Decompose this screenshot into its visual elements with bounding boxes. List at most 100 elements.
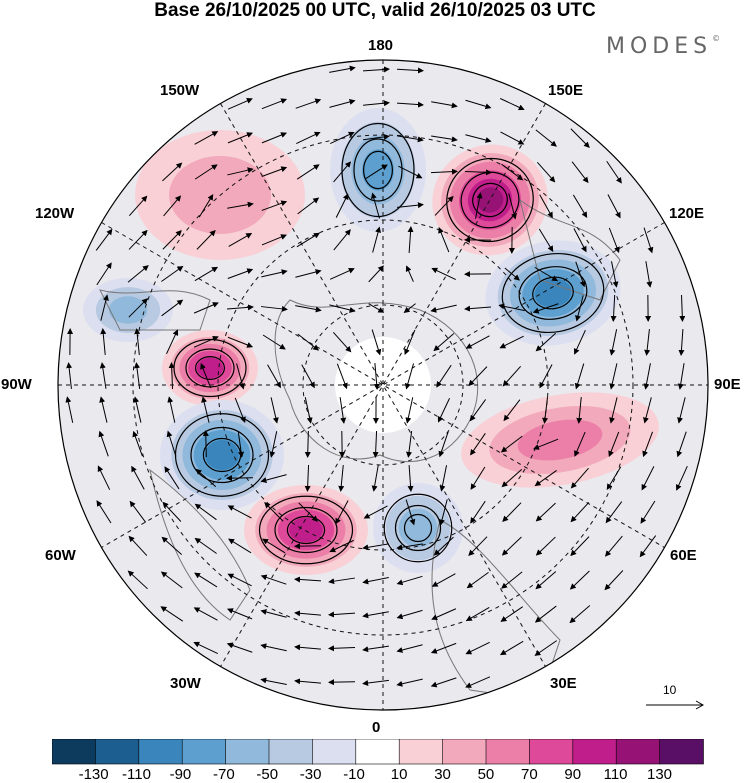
wind-arrow (431, 135, 458, 143)
wind-arrow (128, 298, 148, 318)
anomaly-negative (330, 108, 426, 232)
wind-arrow (368, 265, 384, 283)
wind-arrow (128, 535, 148, 556)
wind-arrow (100, 328, 107, 355)
wind-arrow (261, 269, 288, 278)
wind-arrow (573, 228, 587, 253)
wind-arrow (262, 334, 286, 350)
wind-arrow (131, 465, 145, 490)
wind-arrow (198, 194, 214, 218)
colorbar-tick-label: 70 (521, 766, 538, 783)
colorbar-segment (312, 739, 357, 765)
wind-arrow (470, 432, 486, 456)
wind-arrow (99, 362, 107, 389)
wind-arrow (604, 535, 623, 557)
wind-arrow (262, 538, 286, 554)
colorbar-tick-label: -130 (78, 766, 109, 783)
isoline (394, 504, 442, 552)
wind-arrow (193, 336, 219, 348)
lon-label-90e: 90E (714, 376, 741, 393)
graticule (58, 60, 708, 710)
colorbar-segment (659, 739, 704, 765)
wind-arrow (260, 643, 287, 652)
isoline (472, 182, 508, 218)
wind-arrow (160, 606, 184, 622)
colorbar-segment (95, 739, 140, 765)
wind-arrow (227, 268, 254, 279)
anomaly-level (476, 187, 504, 213)
wind-arrow (396, 678, 423, 687)
colorbar-tick-label: 110 (603, 766, 628, 783)
colorbar-tick-label: -10 (343, 766, 365, 783)
wind-arrow (609, 329, 618, 356)
wind-arrow (162, 230, 182, 250)
wind-arrow (362, 645, 389, 653)
wind-arrow (304, 464, 311, 492)
lon-label-0: 0 (372, 719, 381, 736)
wind-arrow (329, 304, 356, 313)
isoline (460, 171, 520, 229)
wind-arrow (535, 332, 556, 352)
wind-arrow (608, 227, 620, 254)
wind-arrow (469, 399, 487, 422)
wind-arrow (194, 537, 217, 554)
wind-vectors (65, 65, 688, 688)
wind-arrow (570, 128, 590, 148)
wind-arrow (372, 430, 379, 458)
wind-arrow (329, 267, 355, 280)
lon-label-150w: 150W (160, 82, 200, 99)
wind-arrow (439, 465, 448, 492)
wind-arrow (261, 166, 288, 177)
wind-arrow (228, 538, 252, 554)
wind-arrow (679, 294, 686, 322)
wind-arrow (201, 396, 210, 423)
wind-arrow (642, 431, 654, 458)
wind-arrow (640, 500, 656, 524)
isoline (363, 150, 394, 190)
wind-arrow (194, 503, 217, 521)
colorbar-tick-label: 30 (434, 766, 451, 783)
wind-arrow (202, 430, 209, 458)
wind-arrow (502, 502, 522, 523)
wind-arrow (465, 134, 492, 143)
wind-arrow (539, 364, 553, 389)
wind-arrow (330, 131, 355, 145)
wind-arrow (264, 502, 284, 522)
wind-arrow (95, 228, 113, 251)
wind-arrow (195, 468, 217, 488)
wind-arrow (533, 438, 559, 450)
wind-arrow (470, 500, 486, 524)
wind-arrow (542, 397, 549, 424)
anomaly-positive (162, 330, 258, 406)
wind-arrow (194, 131, 219, 145)
wind-arrow (500, 98, 525, 111)
colorbar-segment (268, 739, 314, 765)
wind-arrow (260, 677, 287, 686)
wind-arrow (536, 161, 556, 183)
wind-arrow (329, 65, 356, 73)
anomaly-level (534, 278, 572, 308)
wind-arrow (576, 397, 583, 424)
wind-arrow (431, 101, 458, 109)
colorbar-tick-label: 50 (477, 766, 495, 783)
wind-arrow (227, 505, 252, 519)
anomaly-level (289, 517, 323, 543)
wind-arrow (570, 502, 590, 523)
wind-arrow (677, 397, 686, 424)
wind-arrow (535, 536, 556, 556)
wind-arrow (501, 571, 523, 589)
wind-arrow (643, 227, 654, 254)
polar-cap (335, 337, 431, 433)
colorbar-tick-label: -50 (256, 766, 279, 783)
wind-arrow (406, 431, 413, 458)
wind-arrow (430, 168, 458, 175)
wind-arrow (328, 679, 356, 686)
wind-arrow (336, 363, 348, 390)
wind-arrow (339, 397, 347, 424)
wind-arrow (397, 135, 424, 143)
wind-arrow (396, 575, 423, 586)
wind-arrow (430, 304, 457, 313)
wind-arrow (162, 162, 183, 182)
wind-arrow (396, 543, 423, 551)
wind-arrow (539, 194, 553, 219)
